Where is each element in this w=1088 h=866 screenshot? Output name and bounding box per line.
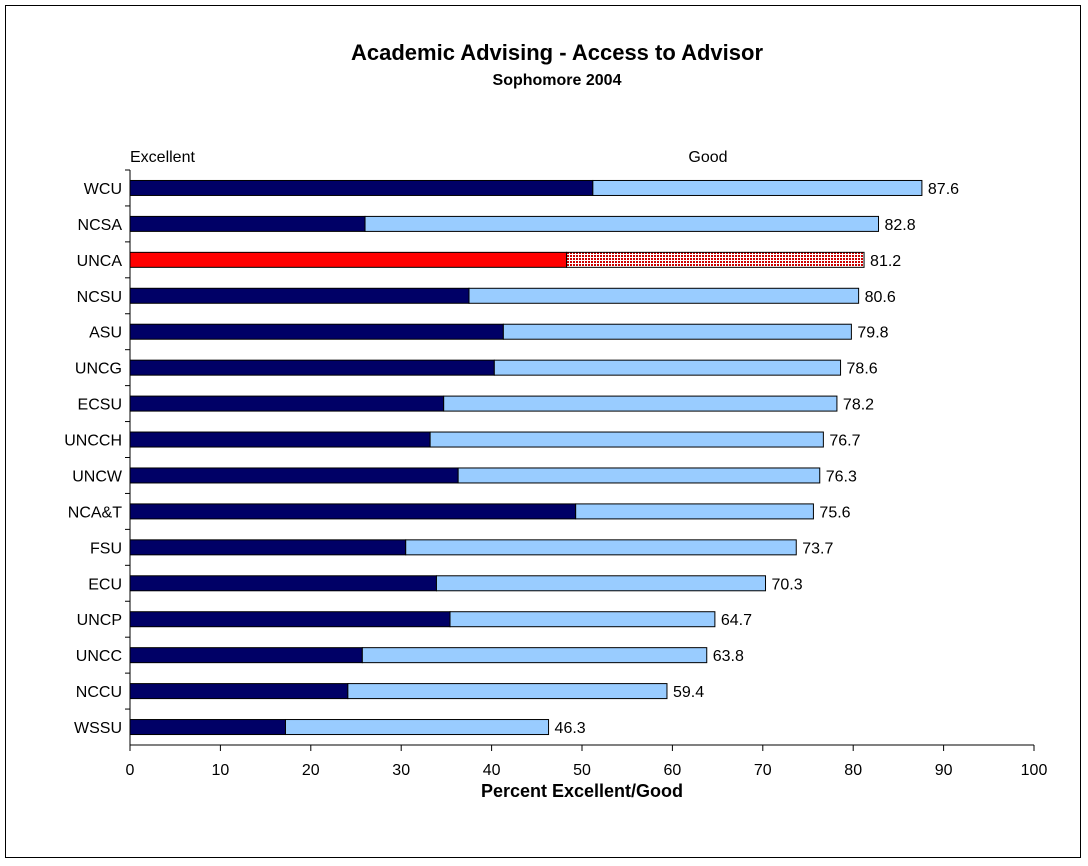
legend-good: Good [688,149,727,166]
category-label-wssu: WSSU [74,720,122,737]
x-tick-label-70: 70 [754,762,772,779]
category-label-uncw: UNCW [72,468,123,485]
x-axis-label: Percent Excellent/Good [481,781,683,801]
value-label-nccu: 59.4 [673,684,704,701]
bar-good-fsu [405,539,797,556]
bars-layer: 87.6 82.8 81.2 80.6 79.8 78.6 78.2 76.7 76.3 75.6… [129,179,959,737]
legend-excellent: Excellent [130,149,195,166]
x-tick-label-80: 80 [844,762,862,779]
bar-excellent-asu [129,323,504,340]
category-label-uncp: UNCP [77,612,122,629]
bar-excellent-fsu [129,539,407,556]
category-label-wcu: WCU [84,181,122,198]
bar-good-asu [502,323,852,340]
bar-excellent-nccu [129,683,349,700]
bar-good-uncp [449,611,716,628]
bar-excellent-ecsu [129,395,445,412]
bar-excellent-uncc [129,647,363,664]
category-label-uncg: UNCG [75,361,122,378]
bar-good-uncch [429,431,824,448]
bar-good-ecsu [443,395,838,412]
x-tick-label-100: 100 [1021,762,1048,779]
x-tick-label-90: 90 [935,762,953,779]
category-label-uncch: UNCCH [64,433,122,450]
value-label-ecu: 70.3 [772,576,803,593]
bar-good-ncsu [468,287,860,304]
value-label-unca: 81.2 [870,253,901,270]
bar-excellent-uncw [129,467,459,484]
bar-good-ncat [575,503,814,520]
category-label-nccu: NCCU [76,684,122,701]
category-label-uncc: UNCC [76,648,122,665]
value-label-uncg: 78.6 [847,361,878,378]
bar-good-nccu [347,683,668,700]
bar-excellent-ncat [129,503,577,520]
bar-good-uncw [457,467,821,484]
chart-subtitle: Sophomore 2004 [493,72,622,89]
x-tick-label-20: 20 [302,762,320,779]
category-label-ncsa: NCSA [78,217,123,234]
category-label-fsu: FSU [90,540,122,557]
value-label-uncch: 76.7 [829,433,860,450]
category-label-ncat: NCA&T [68,504,122,521]
x-tick-label-0: 0 [126,762,135,779]
bar-good-wcu [592,179,923,196]
value-label-ecsu: 78.2 [843,397,874,414]
bar-good-uncg [493,359,842,376]
bar-good-unca [566,251,865,268]
category-label-ecsu: ECSU [78,397,122,414]
value-label-wssu: 46.3 [555,720,586,737]
x-tick-label-30: 30 [392,762,410,779]
x-tick-label-60: 60 [664,762,682,779]
bar-excellent-wcu [129,179,594,196]
bar-good-ncsa [364,215,880,232]
axes-layer: WCU NCSA UNCA NCSU ASU UNCG ECSU UNCCH UNCW NCA&T… [64,169,1048,779]
bar-good-ecu [435,575,767,592]
chart-frame [5,5,1081,858]
x-tick-label-50: 50 [573,762,591,779]
bar-excellent-uncg [129,359,495,376]
bar-excellent-unca [129,251,568,268]
bar-good-uncc [361,647,708,664]
bar-excellent-ncsu [129,287,470,304]
chart-title: Academic Advising - Access to Advisor [351,40,763,65]
value-label-wcu: 87.6 [928,181,959,198]
bar-excellent-ncsa [129,215,366,232]
value-label-fsu: 73.7 [802,540,833,557]
bar-excellent-ecu [129,575,437,592]
bar-excellent-uncp [129,611,451,628]
value-label-uncw: 76.3 [826,468,857,485]
x-tick-label-10: 10 [212,762,230,779]
value-label-ncat: 75.6 [819,504,850,521]
bar-excellent-wssu [129,719,286,736]
category-label-asu: ASU [89,325,122,342]
value-label-uncp: 64.7 [721,612,752,629]
value-label-ncsu: 80.6 [865,289,896,306]
category-label-ecu: ECU [88,576,122,593]
value-label-ncsa: 82.8 [885,217,916,234]
category-label-unca: UNCA [77,253,123,270]
category-label-ncsu: NCSU [77,289,122,306]
value-label-uncc: 63.8 [713,648,744,665]
bar-excellent-uncch [129,431,431,448]
bar-good-wssu [284,719,550,736]
value-label-asu: 79.8 [857,325,888,342]
x-tick-label-40: 40 [483,762,501,779]
